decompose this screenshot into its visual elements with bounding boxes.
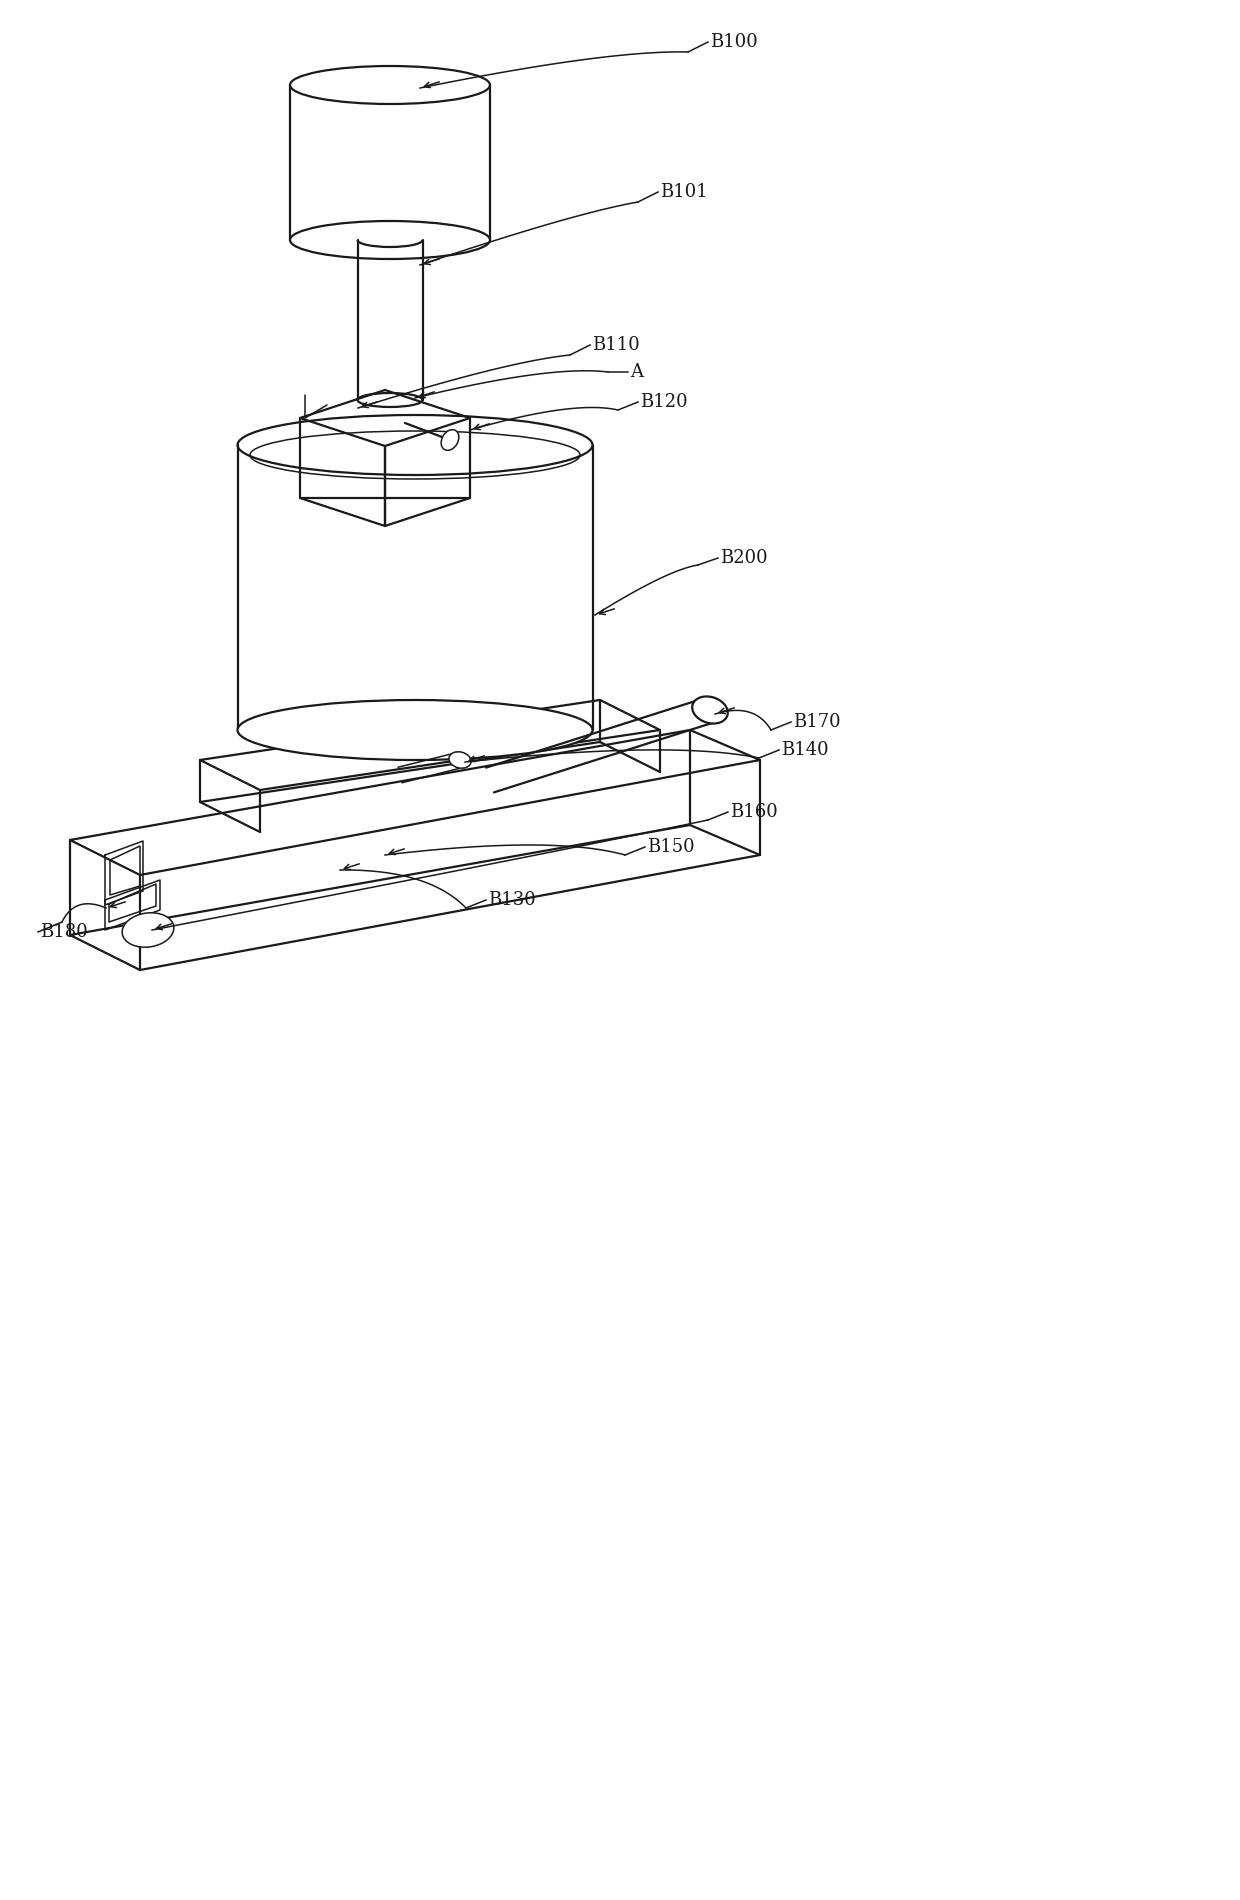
Text: B140: B140 xyxy=(781,741,828,758)
Text: B170: B170 xyxy=(794,712,841,732)
Text: B160: B160 xyxy=(730,804,777,821)
Ellipse shape xyxy=(238,699,593,760)
Ellipse shape xyxy=(123,912,174,948)
Ellipse shape xyxy=(441,429,459,450)
Text: B200: B200 xyxy=(720,549,768,566)
Ellipse shape xyxy=(238,414,593,475)
Text: B110: B110 xyxy=(591,336,640,353)
Ellipse shape xyxy=(692,697,728,724)
Text: B120: B120 xyxy=(640,393,688,410)
Text: B180: B180 xyxy=(40,923,88,940)
Text: B101: B101 xyxy=(660,182,708,201)
Text: B130: B130 xyxy=(489,891,536,908)
Ellipse shape xyxy=(357,393,423,407)
Text: B150: B150 xyxy=(647,838,694,857)
Ellipse shape xyxy=(290,66,490,104)
Text: A: A xyxy=(630,363,644,382)
Text: B100: B100 xyxy=(711,32,758,51)
Ellipse shape xyxy=(449,752,471,768)
Ellipse shape xyxy=(290,220,490,258)
